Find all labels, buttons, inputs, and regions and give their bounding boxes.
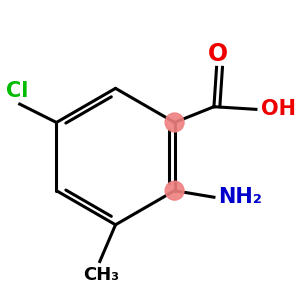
Text: O: O xyxy=(208,42,228,66)
Circle shape xyxy=(165,181,184,200)
Text: CH₃: CH₃ xyxy=(83,266,119,284)
Text: Cl: Cl xyxy=(6,81,28,101)
Text: OH: OH xyxy=(261,99,296,119)
Text: NH₂: NH₂ xyxy=(218,187,262,207)
Circle shape xyxy=(165,113,184,132)
